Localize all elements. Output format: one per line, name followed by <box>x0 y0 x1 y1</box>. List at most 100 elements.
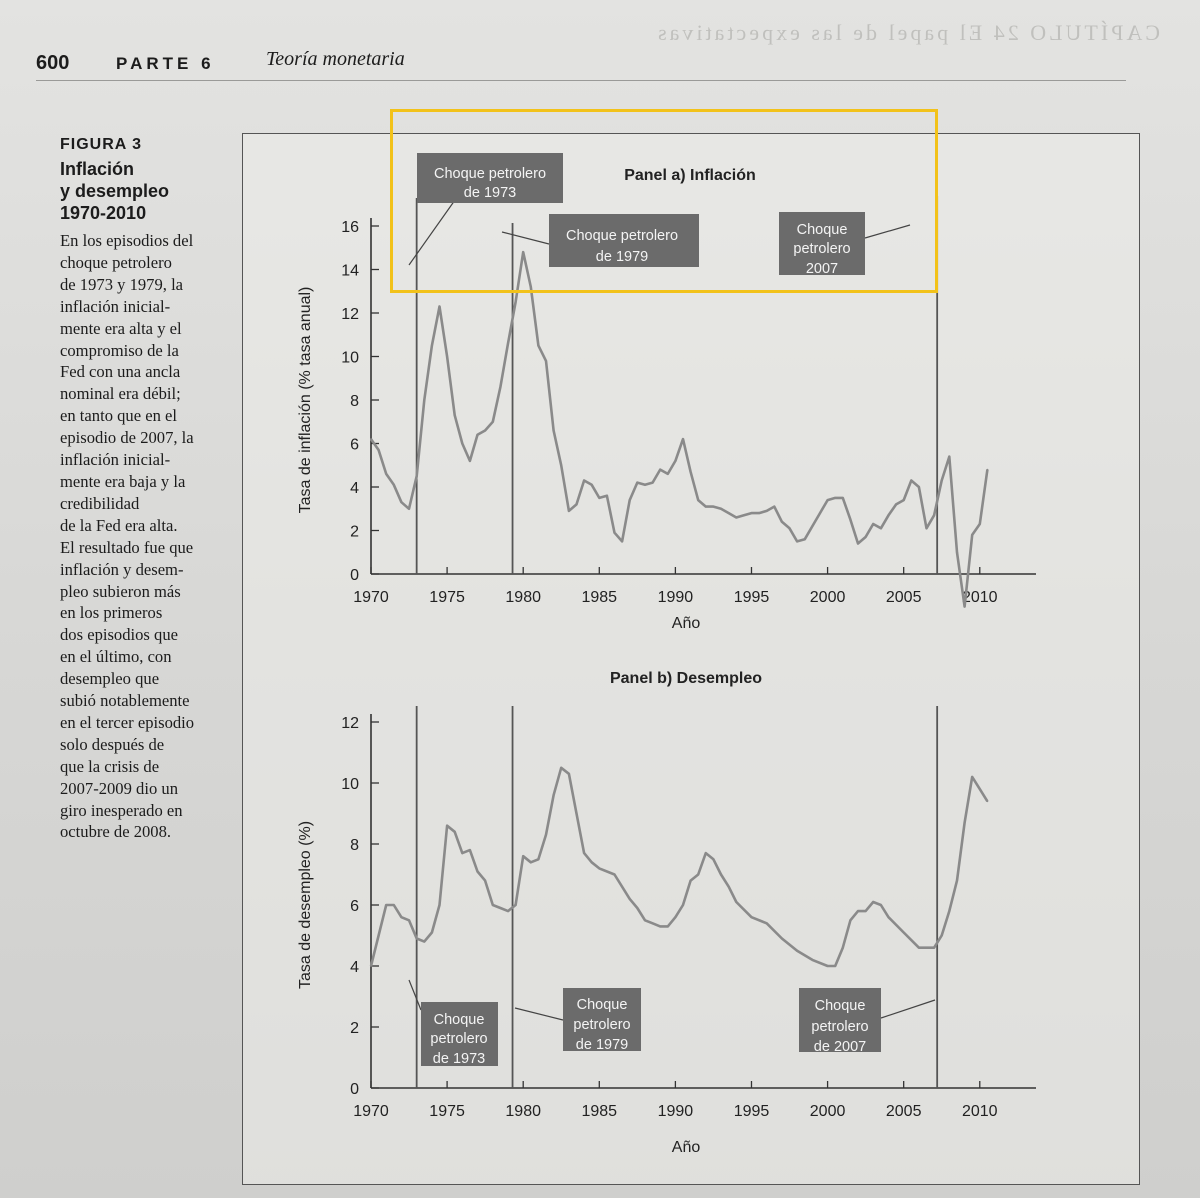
data-point <box>529 286 532 288</box>
data-point <box>453 830 456 833</box>
data-point <box>902 931 905 934</box>
data-point <box>948 455 951 458</box>
caption-line: credibilidad <box>60 493 140 513</box>
data-point <box>712 505 715 508</box>
data-point <box>765 510 768 512</box>
data-point <box>796 949 798 952</box>
data-point <box>727 512 730 514</box>
data-point <box>826 965 829 967</box>
data-point <box>537 858 540 861</box>
data-point <box>400 501 403 504</box>
data-point <box>986 468 989 471</box>
y-tick-label: 16 <box>341 219 359 236</box>
caption-line: El resultado fue que <box>60 537 194 557</box>
data-point <box>918 486 920 488</box>
caption-line: mente era baja y la <box>60 471 186 491</box>
data-point <box>704 852 707 854</box>
data-point <box>758 512 760 514</box>
data-point <box>918 946 920 949</box>
annotation-box <box>421 1002 498 1066</box>
page-number: 600 <box>36 52 70 74</box>
data-point <box>750 512 753 514</box>
data-point <box>636 907 639 909</box>
data-point <box>697 499 700 501</box>
y-axis-label: Tasa de desempleo (%) <box>297 821 314 989</box>
data-point <box>872 523 875 525</box>
y-axis-label: Tasa de inflación (% tasa anual) <box>297 287 314 514</box>
data-point <box>743 514 745 517</box>
data-point <box>720 507 722 510</box>
annotation-box <box>799 988 881 1052</box>
caption-line: octubre de 2008. <box>60 822 172 842</box>
data-point <box>484 429 486 432</box>
annotation-label: petrolero <box>793 241 850 257</box>
data-point <box>940 479 943 482</box>
annotation-label: petrolero <box>811 1019 868 1035</box>
caption-line: En los episodios del <box>60 231 194 250</box>
caption-line: en los primeros <box>60 603 163 623</box>
data-point <box>621 540 623 543</box>
data-point <box>765 922 768 925</box>
caption-line: pleo subieron más <box>60 581 181 601</box>
data-point <box>545 360 547 362</box>
figure-caption: FIGURA 3 Inflación y desempleo 1970-2010 E… <box>60 134 235 843</box>
x-tick-label: 1980 <box>505 589 541 606</box>
data-point <box>659 468 662 471</box>
data-point <box>385 904 388 906</box>
caption-line: que la crisis de <box>60 756 160 776</box>
caption-line: choque petrolero <box>60 252 172 272</box>
annotation-label: de 1979 <box>576 1037 628 1053</box>
caption-line: 2007-2009 dio un <box>60 778 178 798</box>
data-point <box>537 344 540 347</box>
x-axis-label: Año <box>672 615 701 632</box>
caption-line: desempleo que <box>60 669 160 689</box>
caption-line: inflación inicial- <box>60 450 171 470</box>
figure-description: En los episodios del choque petrolero de 1… <box>60 230 235 843</box>
y-tick-label: 14 <box>341 263 359 280</box>
data-point <box>674 916 677 919</box>
caption-line: giro inesperado en <box>60 800 183 820</box>
annotation-label: Choque petrolero <box>434 166 546 182</box>
data-point <box>834 497 837 499</box>
data-point <box>628 499 631 501</box>
x-tick-label: 2000 <box>810 589 846 606</box>
data-point <box>476 870 479 873</box>
data-point <box>400 916 403 919</box>
caption-line: compromiso de la <box>60 340 179 360</box>
data-point <box>773 505 776 508</box>
data-point <box>834 965 837 967</box>
data-point <box>598 867 601 870</box>
caption-line: inflación y desem- <box>60 559 184 579</box>
data-point <box>613 873 616 876</box>
y-tick-label: 10 <box>341 350 359 367</box>
caption-line: de 1973 y 1979, la <box>60 274 184 294</box>
highlight-box <box>390 109 938 293</box>
x-tick-label: 1970 <box>353 589 389 606</box>
data-point <box>476 433 479 436</box>
x-tick-label: 1975 <box>429 589 465 606</box>
chart-title: Panel a) Inflación <box>624 167 756 184</box>
caption-line: dos episodios que <box>60 625 178 645</box>
data-point <box>583 852 585 854</box>
figure-title: Inflación y desempleo 1970-2010 <box>60 158 235 224</box>
data-point <box>704 505 707 508</box>
x-tick-label: 1995 <box>734 589 770 606</box>
data-point <box>880 904 882 906</box>
data-point <box>925 527 928 530</box>
data-point <box>644 483 646 486</box>
data-point <box>986 800 989 803</box>
data-point <box>491 904 494 906</box>
series-line <box>369 766 989 968</box>
data-point <box>423 399 426 401</box>
data-point <box>522 251 525 254</box>
x-tick-label: 1990 <box>658 1103 694 1120</box>
data-point <box>933 946 935 949</box>
data-point <box>712 858 715 861</box>
data-point <box>864 910 867 912</box>
data-point <box>956 879 958 882</box>
caption-line: mente era alta y el <box>60 318 182 338</box>
data-point <box>735 901 738 903</box>
data-point <box>461 852 464 854</box>
